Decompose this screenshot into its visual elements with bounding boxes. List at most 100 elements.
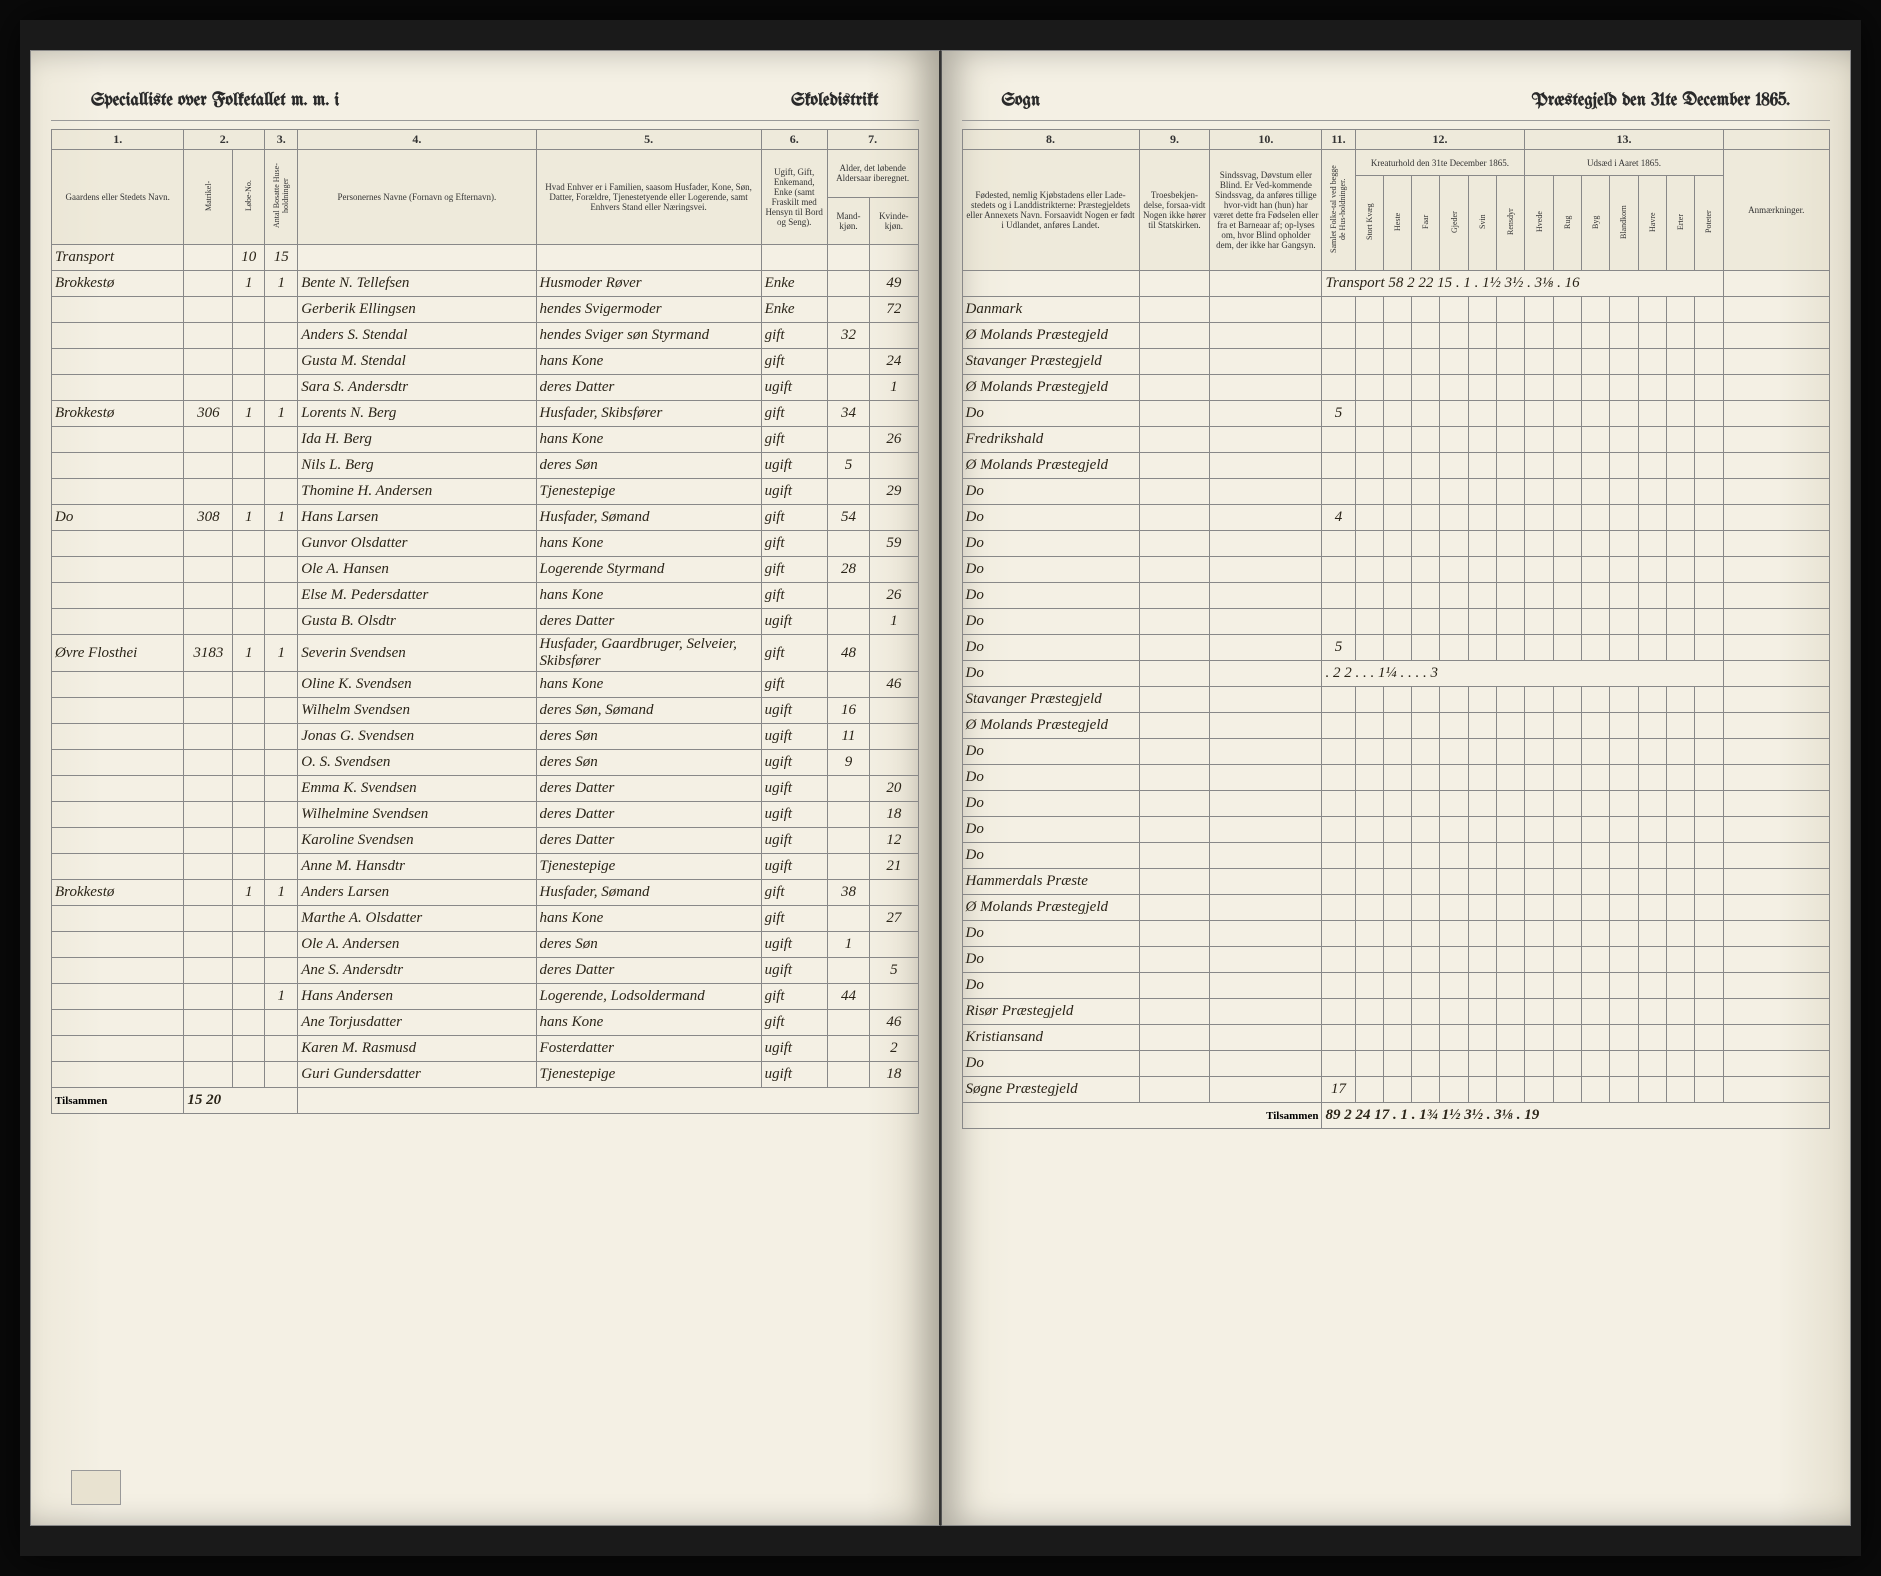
footer-right-lbl: Tilsammen xyxy=(962,1103,1322,1129)
cell-dis xyxy=(1210,635,1322,661)
cell-role: deres Datter xyxy=(536,776,761,802)
table-row: Do xyxy=(962,557,1830,583)
cell-role: deres Datter xyxy=(536,375,761,401)
cell-birth: Do xyxy=(962,973,1139,999)
cell-place xyxy=(52,323,184,349)
cell-notes xyxy=(1723,791,1829,817)
cell-status: gift xyxy=(761,984,827,1010)
page-tab xyxy=(71,1470,121,1505)
table-row: Karoline Svendsenderes Datterugift12 xyxy=(52,828,919,854)
cell-rel xyxy=(1139,687,1210,713)
cell-f: 2 xyxy=(870,1036,918,1062)
subcol: Faar xyxy=(1412,176,1440,271)
cell-status: ugift xyxy=(761,479,827,505)
cell-dis xyxy=(1210,973,1322,999)
hdr-place: Gaardens eller Stedets Navn. xyxy=(52,150,184,245)
header-left-2: Skoledistrikt xyxy=(791,91,878,110)
cell-place xyxy=(52,750,184,776)
table-row: Do xyxy=(962,739,1830,765)
cell-c11 xyxy=(1322,843,1355,869)
cell-rel xyxy=(1139,375,1210,401)
cell-rel xyxy=(1139,453,1210,479)
cell-hh xyxy=(265,958,298,984)
cell-birth: Ø Molands Præstegjeld xyxy=(962,453,1139,479)
cell-notes xyxy=(1723,349,1829,375)
cell-name: Guri Gundersdatter xyxy=(298,1062,536,1088)
cell-m: 16 xyxy=(827,698,869,724)
cell-dis xyxy=(1210,999,1322,1025)
cell-role: hans Kone xyxy=(536,349,761,375)
coln-9: 9. xyxy=(1139,130,1210,150)
table-row: Karen M. RasmusdFosterdatterugift2 xyxy=(52,1036,919,1062)
cell-hb xyxy=(233,1010,265,1036)
coln-4: 4. xyxy=(298,130,536,150)
cell-birth: Do xyxy=(962,661,1139,687)
cell-dis xyxy=(1210,947,1322,973)
table-row: Do xyxy=(962,531,1830,557)
subcol: Gjeder xyxy=(1440,176,1468,271)
cell-role: Husfader, Sømand xyxy=(536,505,761,531)
coln-2: 2. xyxy=(184,130,265,150)
cell-m xyxy=(827,271,869,297)
cell-name: Gusta M. Stendal xyxy=(298,349,536,375)
table-row: Brokkestø11Anders LarsenHusfader, Sømand… xyxy=(52,880,919,906)
cell-matr xyxy=(184,453,233,479)
cell-m xyxy=(827,375,869,401)
coln-8: 8. xyxy=(962,130,1139,150)
cell-hb xyxy=(233,958,265,984)
hdr-livestock: Kreaturhold den 31te December 1865. xyxy=(1355,150,1525,176)
cell-birth: Kristiansand xyxy=(962,1025,1139,1051)
cell-hb xyxy=(233,323,265,349)
cell-c11 xyxy=(1322,687,1355,713)
cell-notes xyxy=(1723,323,1829,349)
cell-c11 xyxy=(1322,479,1355,505)
table-row: Søgne Præstegjeld17 xyxy=(962,1077,1830,1103)
cell-status: ugift xyxy=(761,724,827,750)
cell-name: Marthe A. Olsdatter xyxy=(298,906,536,932)
cell-f: 1 xyxy=(870,609,918,635)
table-row: Transport1015 xyxy=(52,245,919,271)
cell-f: 46 xyxy=(870,1010,918,1036)
cell-hb: 10 xyxy=(233,245,265,271)
cell-f: 26 xyxy=(870,427,918,453)
cell-matr xyxy=(184,557,233,583)
cell-f xyxy=(870,750,918,776)
cell-name xyxy=(298,245,536,271)
cell-c11 xyxy=(1322,297,1355,323)
cell-hh xyxy=(265,724,298,750)
cell-status: ugift xyxy=(761,802,827,828)
cell-rel xyxy=(1139,921,1210,947)
cell-rel xyxy=(1139,1051,1210,1077)
cell-notes xyxy=(1723,765,1829,791)
table-row: Sara S. Andersdtrderes Datterugift1 xyxy=(52,375,919,401)
cell-name: Karen M. Rasmusd xyxy=(298,1036,536,1062)
table-row: Do xyxy=(962,921,1830,947)
cell-role: Tjenestepige xyxy=(536,854,761,880)
cell-f xyxy=(870,505,918,531)
cell-hh xyxy=(265,698,298,724)
cell-hh xyxy=(265,375,298,401)
cell-place xyxy=(52,672,184,698)
cell-place xyxy=(52,479,184,505)
cell-m: 48 xyxy=(827,635,869,672)
cell-birth: Do xyxy=(962,635,1139,661)
subcol: Blandkorn xyxy=(1610,176,1638,271)
cell-role: Fosterdatter xyxy=(536,1036,761,1062)
table-row: Øvre Flosthei318311Severin SvendsenHusfa… xyxy=(52,635,919,672)
cell-name: Nils L. Berg xyxy=(298,453,536,479)
cell-role: Husfader, Gaardbruger, Selveier, Skibsfø… xyxy=(536,635,761,672)
cell-c11: 5 xyxy=(1322,635,1355,661)
cell-birth: Do xyxy=(962,531,1139,557)
cell-name: Ole A. Andersen xyxy=(298,932,536,958)
cell-hb xyxy=(233,984,265,1010)
cell-hb xyxy=(233,297,265,323)
cell-rel xyxy=(1139,401,1210,427)
cell-status: gift xyxy=(761,635,827,672)
cell-place xyxy=(52,828,184,854)
table-row: Stavanger Præstegjeld xyxy=(962,687,1830,713)
cell-birth: Do xyxy=(962,765,1139,791)
cell-hh: 1 xyxy=(265,635,298,672)
table-row: Emma K. Svendsenderes Datterugift20 xyxy=(52,776,919,802)
cell-matr xyxy=(184,271,233,297)
cell-c11 xyxy=(1322,583,1355,609)
